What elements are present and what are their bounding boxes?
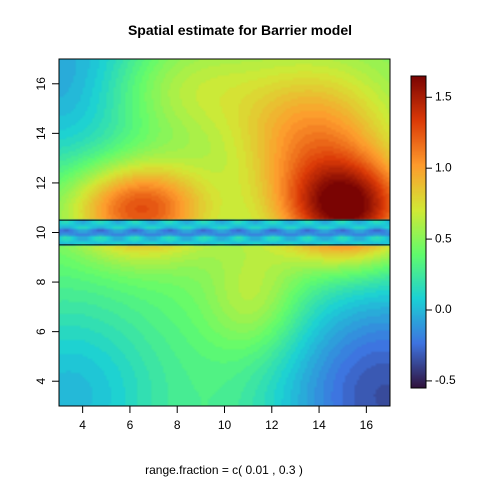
x-tick-label: 16 <box>360 418 374 432</box>
colorbar-tick-label: 0.5 <box>435 231 452 245</box>
y-tick-label: 4 <box>34 378 48 385</box>
y-tick-label: 8 <box>34 278 48 285</box>
y-tick-label: 6 <box>34 328 48 335</box>
colorbar-frame <box>410 75 427 389</box>
x-tick-label: 4 <box>79 418 86 432</box>
x-axis: 4 6 8 10 12 14 16 <box>79 405 374 432</box>
x-tick-label: 12 <box>265 418 279 432</box>
colorbar-gradient <box>411 76 426 388</box>
colorbar-tick-label: 1.0 <box>435 160 452 174</box>
colorbar-tick-label: -0.5 <box>435 373 456 387</box>
chart-title: Spatial estimate for Barrier model <box>128 22 352 38</box>
x-tick-label: 8 <box>174 418 181 432</box>
x-tick-label: 10 <box>218 418 232 432</box>
colorbar-tick-label: 0.0 <box>435 302 452 316</box>
y-tick-label: 12 <box>34 176 48 190</box>
x-tick-label: 6 <box>127 418 134 432</box>
x-axis-label: range.fraction = c( 0.01 , 0.3 ) <box>145 463 303 477</box>
y-axis: 4 6 8 10 12 14 16 <box>34 77 60 385</box>
x-tick-label: 14 <box>312 418 326 432</box>
colorbar-axis: -0.5 0.0 0.5 1.0 1.5 <box>426 89 456 387</box>
heatmap-field <box>59 59 390 406</box>
colorbar-tick-label: 1.5 <box>435 89 452 103</box>
y-tick-label: 14 <box>34 126 48 140</box>
y-tick-label: 16 <box>34 77 48 91</box>
y-tick-label: 10 <box>34 226 48 240</box>
